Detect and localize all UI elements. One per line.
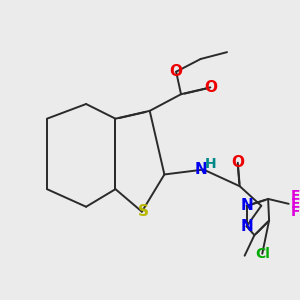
Text: H: H bbox=[205, 157, 216, 171]
Text: N: N bbox=[240, 198, 253, 213]
Text: S: S bbox=[138, 204, 149, 219]
Text: Cl: Cl bbox=[255, 247, 270, 261]
Text: F: F bbox=[291, 205, 300, 219]
Text: N: N bbox=[240, 219, 253, 234]
Text: O: O bbox=[204, 80, 217, 95]
Text: N: N bbox=[194, 162, 207, 177]
Text: O: O bbox=[169, 64, 183, 79]
Text: F: F bbox=[291, 197, 300, 211]
Text: F: F bbox=[291, 189, 300, 203]
Text: O: O bbox=[231, 155, 244, 170]
